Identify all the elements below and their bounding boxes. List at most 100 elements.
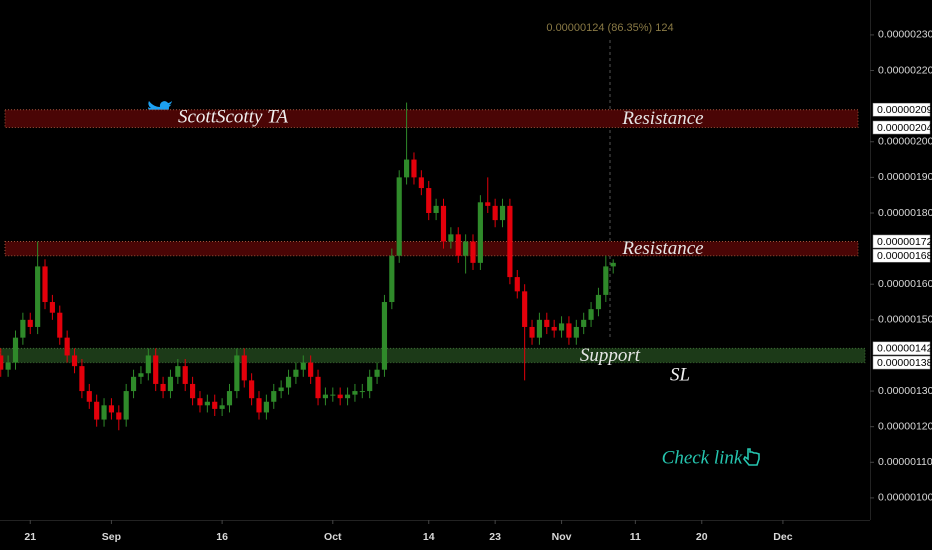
candle-body — [101, 405, 107, 420]
candle-body — [57, 312, 63, 338]
zone — [0, 347, 866, 364]
y-tick-label: 0.00000200 — [878, 136, 932, 148]
candle-body — [558, 323, 565, 331]
candle-body — [448, 234, 454, 242]
candle-body — [330, 394, 336, 396]
candle-body — [514, 277, 520, 292]
candle-body — [71, 355, 78, 367]
candle-body — [610, 262, 616, 267]
y-tick-label: 0.00000160 — [878, 278, 932, 290]
candle-body — [463, 241, 469, 256]
candle-body — [234, 355, 240, 392]
candle-body — [455, 234, 461, 256]
candle-body — [12, 337, 19, 363]
candle-body — [219, 405, 225, 409]
candle-body — [42, 266, 48, 303]
candle-body — [492, 205, 498, 221]
candle-body — [145, 355, 151, 374]
candle-body — [5, 362, 11, 370]
y-tick-label: 0.00000230 — [878, 29, 932, 41]
zone — [4, 240, 859, 257]
candle-body — [263, 401, 269, 413]
candle-body — [315, 376, 321, 399]
candle-body — [411, 159, 417, 178]
candle-body — [204, 401, 210, 406]
candle-body — [271, 391, 277, 402]
annotation: SL — [670, 364, 690, 385]
candle-body — [344, 394, 351, 399]
x-tick-label: 21 — [24, 531, 36, 543]
zone-price-box — [872, 248, 931, 263]
annotation: Check link — [662, 447, 743, 468]
zone-label: Resistance — [621, 108, 703, 129]
candle-body — [123, 391, 129, 420]
candle-body — [226, 391, 233, 406]
candle-body — [138, 373, 144, 377]
x-tick-label: 11 — [630, 531, 641, 543]
candle-body — [182, 366, 188, 384]
candle-body — [470, 241, 476, 263]
candle-body — [529, 326, 535, 338]
candle-body — [440, 205, 447, 242]
annotation: 0.00000124 (86.35%) 124 — [546, 22, 673, 34]
candle-body — [573, 326, 579, 338]
candle-body — [153, 355, 159, 384]
zone-price-label: 0.00000172 — [877, 236, 932, 248]
candle-body — [116, 412, 122, 420]
candle-body — [359, 391, 365, 393]
zone — [4, 109, 859, 129]
candle-body — [94, 401, 100, 420]
candle-body — [20, 319, 26, 338]
y-tick-label: 0.00000130 — [878, 385, 932, 397]
candle-body — [588, 309, 594, 320]
hand-icon — [743, 448, 760, 466]
candle-body — [404, 159, 410, 178]
zone-price-box — [872, 102, 931, 117]
zone-price-label: 0.00000209 — [877, 104, 932, 116]
candle-body — [426, 188, 432, 213]
candle-body — [167, 376, 174, 392]
candle-body — [396, 177, 402, 256]
candle-body — [477, 202, 483, 263]
x-tick-label: 23 — [489, 531, 501, 543]
zone-price-box — [872, 355, 931, 370]
candle-body — [79, 366, 85, 392]
candle-body — [581, 319, 587, 327]
candle-body — [160, 383, 166, 392]
candle-body — [595, 294, 602, 310]
candle-body — [352, 391, 358, 395]
candle-body — [130, 376, 137, 392]
candle-body — [49, 302, 55, 313]
candle-body — [35, 266, 41, 327]
candle-body — [300, 362, 306, 370]
candle-body — [499, 205, 506, 221]
candle-body — [197, 398, 203, 406]
x-tick-label: 16 — [216, 531, 228, 543]
candle-body — [293, 369, 299, 377]
candle-body — [433, 205, 439, 213]
candle-body — [256, 398, 262, 413]
zone-price-box — [872, 234, 931, 249]
candle-body — [249, 380, 255, 399]
zone-price-label: 0.00000204 — [877, 122, 932, 134]
zone-price-label: 0.00000168 — [877, 250, 932, 262]
annotation: ScottScotty TA — [178, 106, 288, 127]
zone-label: Support — [580, 345, 641, 366]
candle-body — [64, 337, 70, 356]
y-tick-label: 0.00000190 — [878, 171, 932, 183]
candle-body — [86, 391, 92, 402]
candle-body — [566, 323, 572, 338]
x-tick-label: Dec — [773, 531, 792, 543]
y-tick-label: 0.00000150 — [878, 314, 932, 326]
x-tick-label: 14 — [423, 531, 435, 543]
y-tick-label: 0.00000220 — [878, 64, 932, 76]
candle-body — [522, 291, 528, 327]
candle-body — [485, 202, 491, 206]
candle-body — [544, 319, 550, 327]
candle-body — [190, 383, 196, 399]
zone-price-box — [872, 120, 931, 135]
candle-body — [381, 302, 388, 370]
y-tick-label: 0.00000100 — [878, 492, 932, 504]
